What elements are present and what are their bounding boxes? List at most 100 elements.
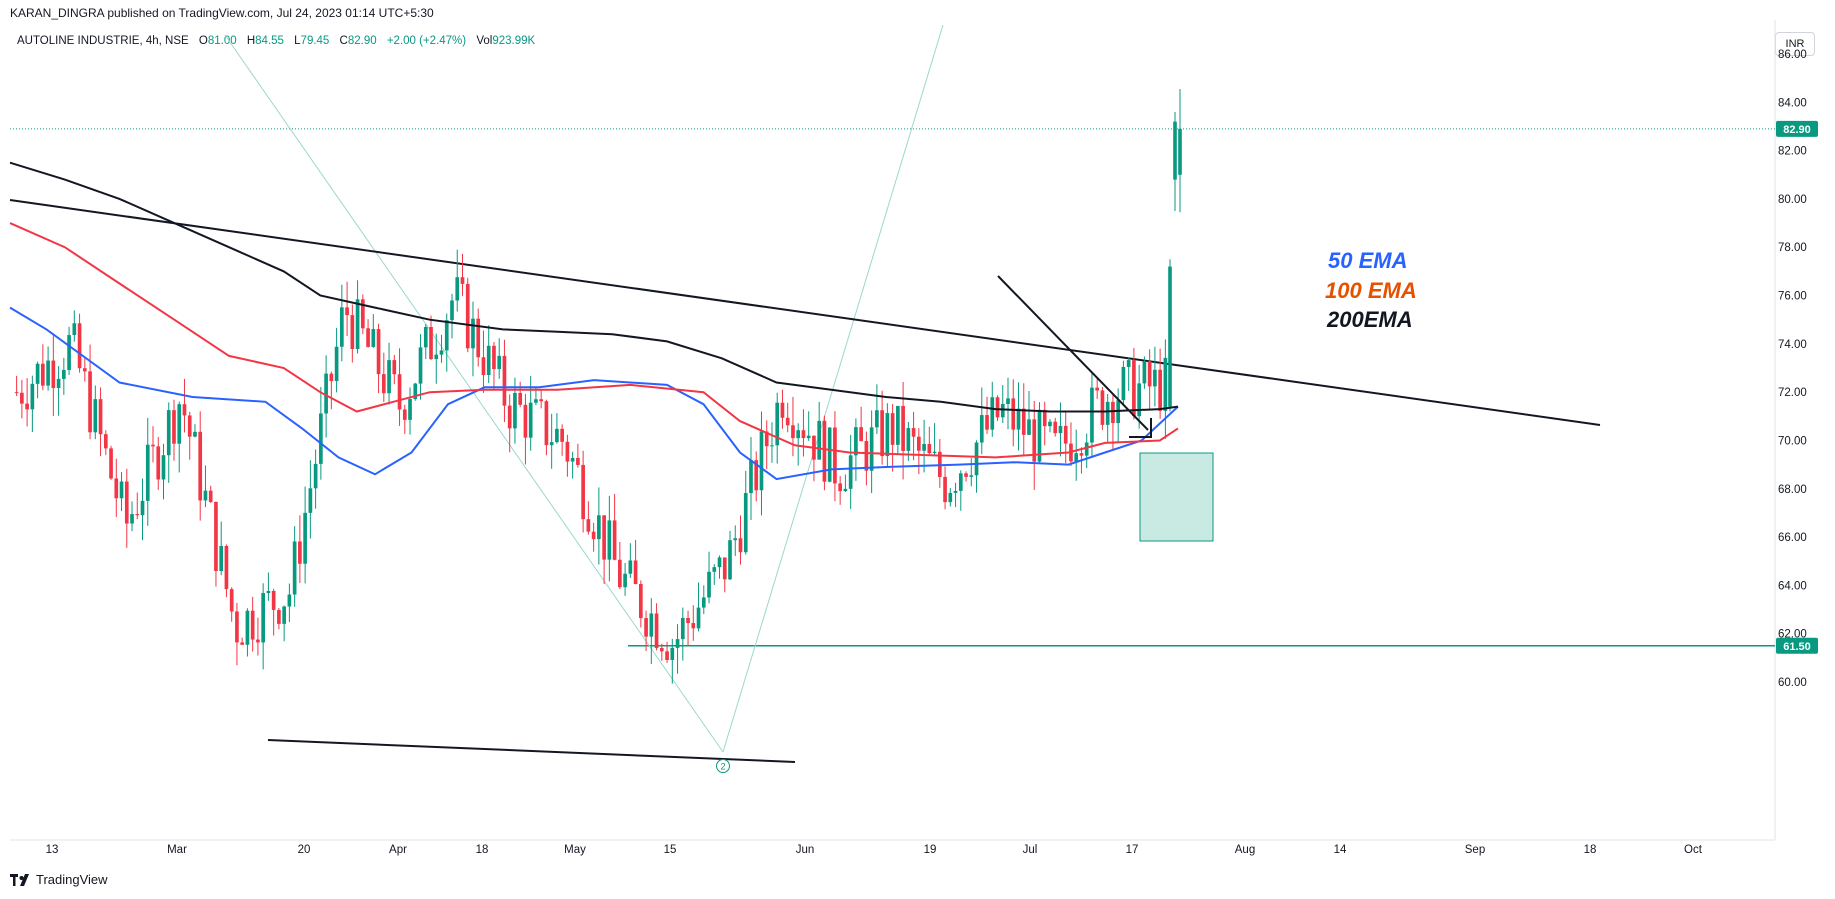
y-tick-label: 80.00 (1778, 194, 1807, 206)
candle-body (565, 441, 570, 462)
candle-body (754, 460, 759, 491)
candle-body (549, 442, 554, 446)
candle-body (995, 397, 1000, 418)
candle-body (277, 609, 281, 624)
candle-body (376, 329, 381, 375)
candle-body (119, 481, 124, 499)
candle-body (161, 455, 166, 480)
y-tick-label: 68.00 (1778, 484, 1807, 496)
tradingview-brand[interactable]: TradingView (10, 872, 108, 887)
candle-body (759, 431, 764, 491)
x-tick-label: 15 (664, 844, 677, 856)
candle-body (1074, 453, 1079, 462)
wave-label-circle (716, 759, 730, 773)
candle-body (25, 403, 29, 410)
candle-body (638, 583, 643, 619)
y-tick-label: 72.00 (1778, 387, 1807, 399)
candle-body (103, 434, 108, 449)
candle-body (240, 642, 245, 645)
candle-body (82, 368, 87, 372)
candle-body (528, 402, 533, 438)
x-tick-label: May (564, 844, 586, 856)
candle-body (203, 490, 208, 501)
x-tick-label: Aug (1235, 844, 1255, 856)
candle-body (649, 613, 654, 637)
candle-body (187, 415, 192, 437)
volume-label: Vol (476, 35, 493, 47)
support-price-tag-label: 61.50 (1783, 641, 1811, 653)
candle-body (675, 639, 680, 648)
candle-body (969, 475, 974, 477)
candle-body (1084, 442, 1089, 456)
candle-body (308, 488, 313, 513)
resistance-trendline (9, 199, 1601, 426)
candle-body (523, 404, 528, 438)
close-value: 82.90 (347, 35, 377, 47)
candle-body (612, 520, 617, 560)
candle-body (722, 557, 727, 580)
axes: 60.00 62.00 64.00 66.00 68.00 70.00 72.00 74.00… (46, 49, 1818, 856)
candle-body (224, 545, 229, 590)
candle-body (864, 441, 869, 471)
x-tick-label: Apr (389, 844, 407, 856)
candle-body (911, 428, 916, 437)
candle-body (833, 427, 837, 484)
candle-body (140, 500, 145, 516)
y-tick-label: 60.00 (1778, 677, 1807, 689)
candle-body (51, 360, 56, 388)
candle-body (98, 399, 103, 435)
candle-body (1137, 383, 1141, 417)
candle-body (696, 607, 701, 629)
candle-body (423, 326, 428, 348)
candle-body (366, 328, 370, 347)
candle-body (497, 355, 502, 370)
candle-body (917, 436, 921, 451)
candle-body (1042, 409, 1047, 427)
ema-100-line (9, 222, 1179, 459)
x-tick-label: Sep (1465, 844, 1485, 856)
candle-body (749, 460, 753, 494)
candle-body (392, 360, 397, 375)
low-value: 79.45 (300, 35, 330, 47)
x-tick-label: 14 (1334, 844, 1347, 856)
candle-body (1095, 387, 1100, 391)
candle-body (72, 323, 77, 336)
candle-body (287, 594, 292, 607)
candle-body (591, 531, 596, 540)
annotations: 2 50 EMA 100 EMA 200EMA (716, 248, 1417, 773)
candle-body (56, 378, 61, 388)
candle-body (906, 428, 911, 451)
candle-body (455, 277, 460, 301)
candle-body (1053, 421, 1058, 434)
candle-body (597, 515, 601, 540)
arrow-line (997, 275, 1149, 431)
volume-value: 923.99K (492, 35, 536, 47)
candle-body (1079, 453, 1084, 456)
candle-body (14, 392, 19, 394)
candle-body (791, 425, 795, 439)
candle-body (932, 451, 937, 454)
candle-body (875, 410, 879, 428)
candle-body (313, 463, 318, 489)
y-tick-label: 86.00 (1778, 49, 1807, 61)
candle-body (644, 618, 648, 637)
currency-button[interactable]: INR (1775, 32, 1815, 56)
x-tick-label: 13 (46, 844, 59, 856)
support-price-tag (1776, 637, 1818, 654)
ema-200-line (9, 161, 1179, 413)
candle-body (271, 590, 276, 610)
candle-body (30, 383, 35, 410)
candle-body (450, 300, 454, 321)
breakout-candle-body (1168, 266, 1172, 407)
y-tick-label: 70.00 (1778, 435, 1807, 447)
candle-body (885, 413, 890, 457)
candle-body (1132, 360, 1136, 417)
candle-body (292, 541, 297, 595)
candle-body (381, 374, 386, 394)
arrow-head-icon (1129, 418, 1152, 438)
y-tick-label: 74.00 (1778, 339, 1807, 351)
ema-annotation-label: 200EMA (1326, 307, 1413, 332)
candle-body (355, 299, 360, 350)
candle-body (88, 371, 92, 433)
